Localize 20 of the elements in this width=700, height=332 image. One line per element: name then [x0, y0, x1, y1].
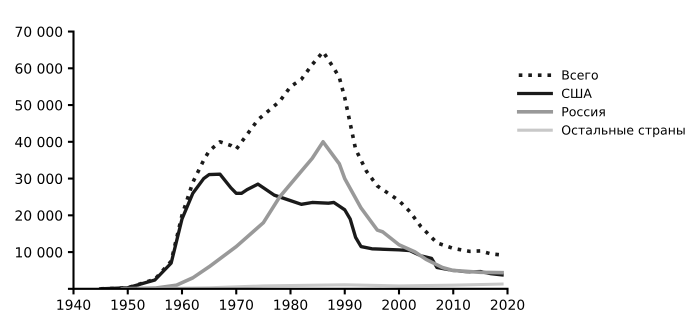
- y-tick-label: 50 000: [16, 100, 62, 111]
- legend-label: Остальные страны: [562, 125, 685, 138]
- y-tick-label: 60 000: [15, 63, 62, 74]
- x-tick-label: 2000: [382, 300, 416, 310]
- y-tick-label: 20 000: [16, 210, 62, 221]
- x-tick-label: 1970: [220, 300, 253, 310]
- legend-label: Всего: [562, 70, 598, 80]
- x-tick-label: 1960: [166, 300, 199, 310]
- y-tick-label: 10 000: [16, 247, 62, 258]
- y-tick-label: 70 000: [16, 26, 62, 38]
- x-tick-label: 1980: [274, 300, 308, 310]
- legend-label: Россия: [562, 107, 605, 116]
- x-tick-label: 2010: [436, 300, 470, 310]
- y-tick-label: 40 000: [15, 136, 62, 148]
- x-tick-label: 2020: [490, 300, 524, 310]
- x-tick-label: 1990: [328, 300, 362, 310]
- y-tick-label: 30 000: [16, 174, 62, 184]
- legend-label: США: [562, 88, 592, 98]
- x-tick-label: 1940: [57, 300, 90, 310]
- x-tick-label: 1950: [112, 300, 144, 310]
